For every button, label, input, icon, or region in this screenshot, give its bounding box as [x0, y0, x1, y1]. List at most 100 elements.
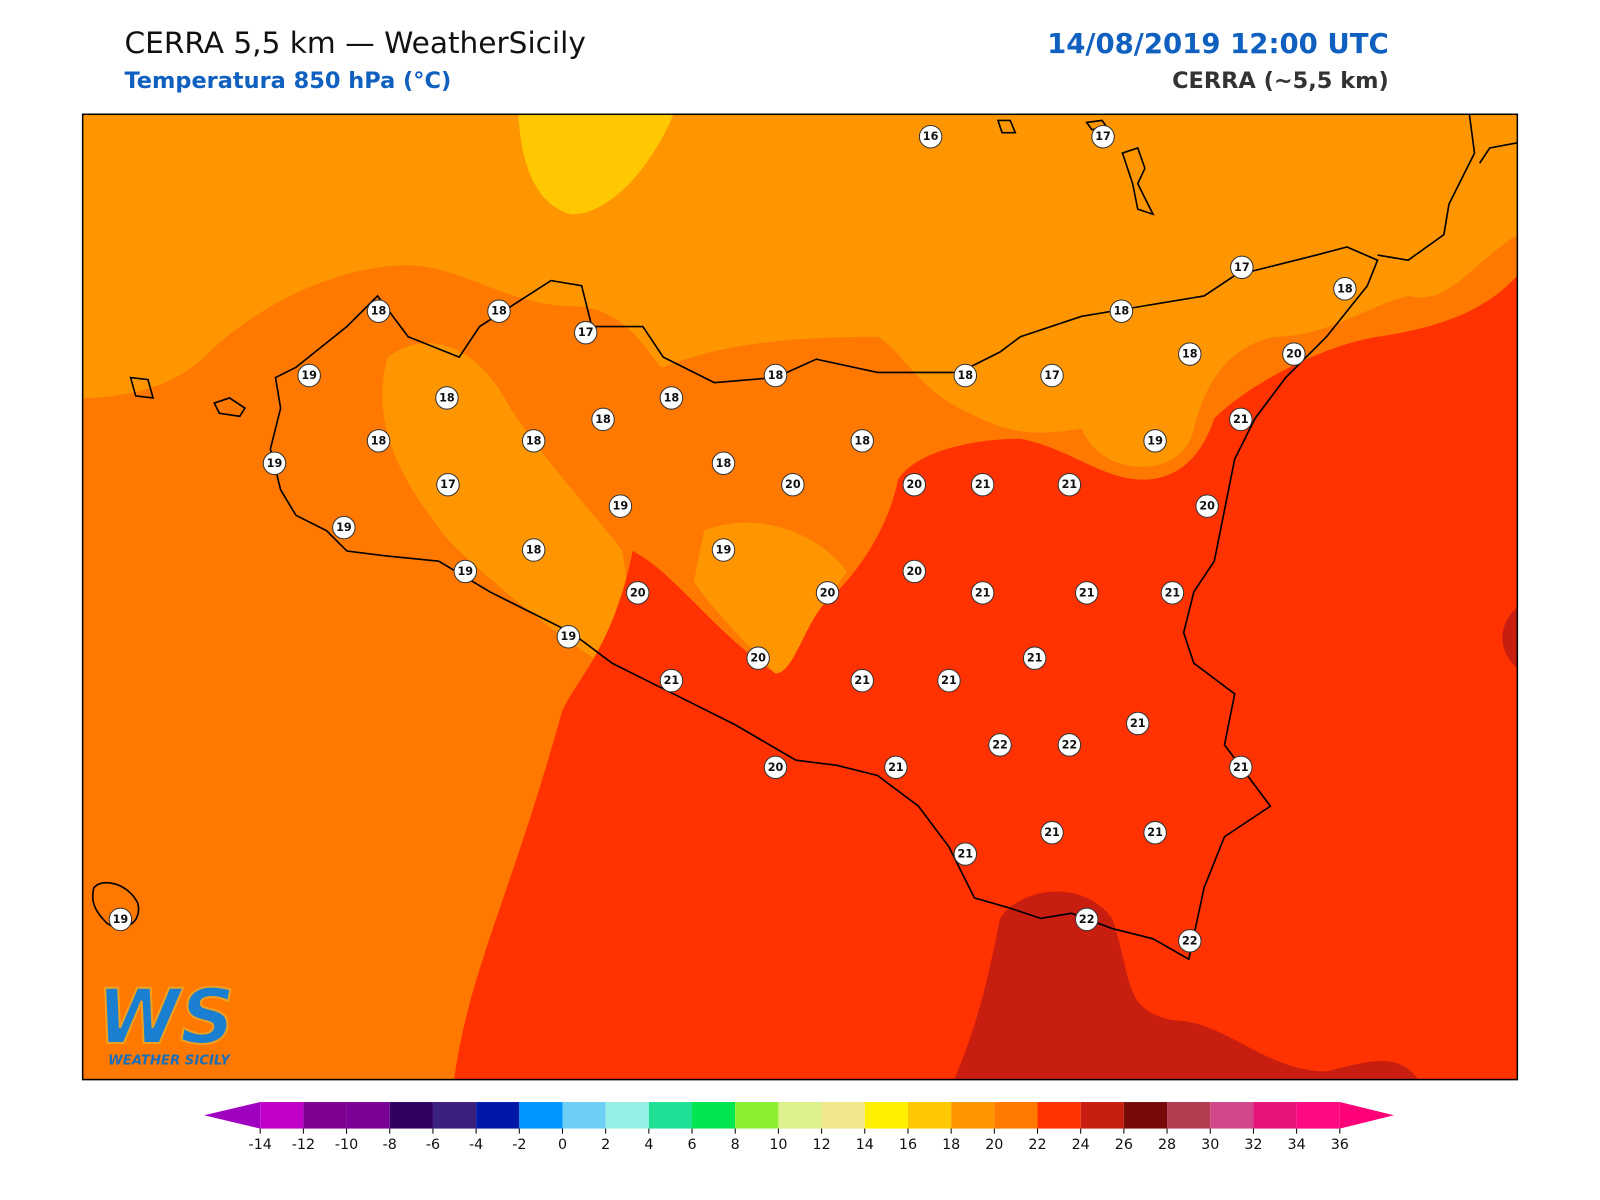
station-value: 17	[1095, 130, 1111, 143]
station: 18	[711, 451, 736, 475]
station: 21	[659, 668, 684, 693]
station: 18	[521, 538, 546, 562]
station-value: 17	[1044, 369, 1060, 382]
colorbar-segment	[735, 1102, 779, 1129]
station-value: 21	[888, 761, 904, 774]
station: 21	[1057, 472, 1082, 497]
station: 18	[1333, 277, 1357, 301]
station-value: 19	[336, 521, 352, 534]
station-value: 17	[440, 478, 456, 491]
colorbar-segment	[907, 1102, 952, 1129]
station: 21	[970, 581, 995, 605]
colorbar-segment	[1296, 1102, 1340, 1129]
station-value: 18	[526, 544, 542, 557]
temp-band	[382, 343, 627, 664]
colorbar: -14 -12 -10 -8 -6 -4 -2 0 2 4 6 8 10 12 14 16 18 20 22 24 26…	[204, 1102, 1394, 1153]
station: 20	[763, 755, 788, 780]
logo-name: WEATHER SICILY	[108, 1053, 231, 1068]
station-marker	[573, 320, 598, 345]
station-value: 21	[854, 674, 870, 687]
station: 21	[937, 668, 961, 693]
station: 20	[815, 581, 840, 605]
station-marker	[1109, 299, 1134, 323]
subtitle: Temperatura 850 hPa (°C)	[124, 68, 451, 94]
station: 21	[884, 755, 908, 780]
station: 20	[902, 559, 927, 584]
station-value: 18	[439, 391, 455, 404]
temp-band	[454, 275, 1518, 1080]
station: 18	[487, 299, 511, 323]
station-value: 22	[1182, 934, 1198, 947]
station-marker	[1229, 407, 1253, 432]
station-value: 21	[1233, 761, 1249, 774]
station-value: 17	[578, 326, 594, 339]
station-marker	[902, 559, 927, 584]
colorbar-tick-label: 18	[942, 1137, 960, 1153]
station-marker	[1040, 820, 1064, 845]
station-value: 19	[301, 369, 317, 382]
station: 16	[918, 125, 943, 149]
colorbar-segment	[605, 1102, 649, 1129]
station-value: 20	[768, 761, 784, 774]
station-value: 21	[1027, 652, 1043, 665]
station-marker	[556, 625, 581, 649]
station-marker	[435, 386, 459, 410]
colorbar-tick-label: -4	[469, 1137, 483, 1153]
colorbar-segment	[303, 1102, 347, 1129]
station: 21	[1075, 581, 1099, 605]
station: 20	[781, 472, 805, 497]
colorbar-tick-label: -10	[335, 1137, 358, 1153]
station: 19	[332, 515, 356, 540]
station-marker	[1282, 342, 1306, 366]
station: 21	[970, 472, 995, 497]
station: 21	[850, 668, 874, 693]
station: 21	[1040, 820, 1064, 845]
station-value: 20	[906, 478, 922, 491]
station: 21	[953, 842, 978, 866]
station-value: 21	[1233, 413, 1249, 426]
map-frame	[81, 113, 1519, 1081]
station: 17	[436, 472, 460, 497]
station-value: 18	[854, 434, 870, 447]
colorbar-segment	[994, 1102, 1038, 1129]
colorbar-tick-label: 0	[558, 1137, 567, 1153]
station-value: 21	[1044, 826, 1060, 839]
map: 16 17 17 18 18 18 17 18 18 20 19 18 18 18 18 17 18 21 18 18…	[82, 114, 1518, 1080]
colorbar-over	[1339, 1102, 1394, 1129]
station: 20	[902, 472, 927, 497]
station-value: 18	[371, 305, 387, 318]
station-value: 19	[613, 500, 629, 513]
station-marker	[591, 407, 615, 432]
station: 18	[366, 429, 391, 453]
station-marker	[1040, 363, 1064, 388]
station-marker	[711, 451, 736, 475]
station: 21	[1126, 711, 1150, 736]
station-marker	[1057, 472, 1082, 497]
colorbar-tick-label: 12	[813, 1137, 831, 1153]
colorbar-tick-label: 8	[731, 1137, 740, 1153]
logo: WS WEATHER SICILY	[96, 972, 236, 1068]
station: 20	[1282, 342, 1306, 366]
model: CERRA (~5,5 km)	[1172, 68, 1389, 94]
colorbar-tick-label: -2	[512, 1137, 526, 1153]
station: 20	[746, 646, 770, 670]
station-value: 20	[820, 586, 836, 599]
station: 18	[366, 299, 391, 323]
station-marker	[815, 581, 840, 605]
logo-mark: WS	[97, 973, 235, 1061]
station: 22	[1075, 907, 1099, 932]
station: 22	[1057, 733, 1082, 757]
station-value: 18	[526, 434, 542, 447]
colorbar-tick-label: 20	[985, 1137, 1003, 1153]
station-marker	[521, 538, 546, 562]
station-marker	[918, 125, 943, 149]
station: 19	[453, 559, 478, 584]
station-value: 19	[1147, 434, 1163, 447]
station-marker	[1143, 429, 1167, 453]
station: 18	[1109, 299, 1134, 323]
station-marker	[487, 299, 511, 323]
station: 20	[626, 581, 650, 605]
colorbar-segment	[389, 1102, 433, 1129]
station: 17	[1040, 363, 1064, 388]
station: 19	[108, 907, 133, 932]
